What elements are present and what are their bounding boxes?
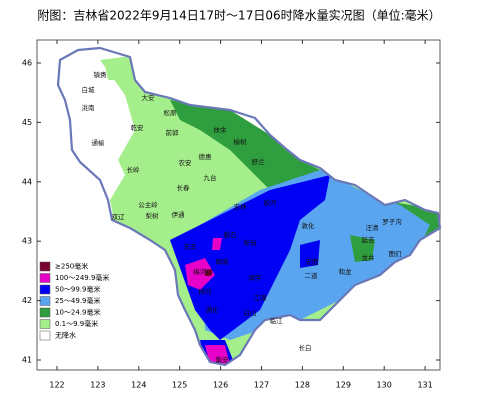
place-name: 蛟河 — [264, 198, 278, 207]
place-name: 前郭 — [166, 128, 180, 137]
place-name: 白山 — [244, 308, 257, 317]
place-name: 吉林 — [234, 202, 248, 211]
legend-label: 25～49.9毫米 — [55, 296, 101, 305]
lat-label: 44 — [22, 177, 32, 186]
place-name: 松原 — [164, 108, 178, 117]
place-name: 东丰 — [184, 242, 198, 251]
place-name: 图们 — [389, 249, 402, 258]
legend-swatch — [39, 273, 51, 283]
legend-swatch — [39, 284, 51, 295]
place-name: 梅河口 — [193, 267, 213, 276]
place-name: 白城 — [82, 85, 96, 94]
place-name: 长春 — [177, 183, 191, 192]
lat-label: 46 — [22, 59, 32, 68]
legend-swatch — [39, 307, 51, 318]
lat-label: 43 — [22, 237, 32, 246]
lat-label: 42 — [22, 296, 32, 305]
place-name: 德惠 — [199, 152, 213, 161]
place-name: 九台 — [204, 173, 217, 182]
place-name: 汪清 — [366, 223, 380, 232]
place-name: 桦甸 — [244, 238, 257, 247]
rain-zone — [205, 270, 212, 276]
rain-zone — [205, 345, 230, 365]
rain-zone — [185, 258, 215, 290]
legend-label: 无降水 — [55, 331, 76, 340]
place-name: 梨树 — [146, 211, 160, 220]
place-name: 罗子沟 — [382, 217, 402, 226]
place-name: 延吉 — [362, 235, 376, 244]
lat-label: 45 — [22, 118, 32, 127]
lon-label: 126 — [213, 381, 228, 390]
place-name: 榆树 — [234, 137, 248, 146]
place-name: 乾安 — [131, 123, 145, 132]
place-name: 集安 — [216, 355, 230, 364]
place-name: 江源 — [254, 293, 268, 302]
place-name: 和龙 — [339, 267, 353, 276]
place-name: 龙井 — [362, 253, 376, 262]
place-name: 镇赉 — [94, 70, 108, 79]
legend-label: 50～99.9毫米 — [55, 285, 101, 294]
place-name: 长白 — [299, 343, 312, 352]
place-name: 长岭 — [127, 165, 141, 174]
lat-label: 41 — [22, 356, 32, 365]
place-name: 安图 — [306, 257, 319, 266]
rain-zone — [212, 238, 222, 250]
lon-label: 128 — [295, 381, 310, 390]
place-name: 双辽 — [112, 213, 126, 221]
rain-zone — [170, 175, 330, 340]
place-name: 靖宇 — [249, 273, 263, 282]
legend-label: 10～24.9毫米 — [55, 308, 101, 317]
lon-label: 122 — [49, 381, 64, 390]
place-name: 农安 — [179, 158, 193, 167]
legend-swatch — [39, 319, 51, 329]
place-name: 辉南 — [216, 257, 230, 266]
legend: ≥250毫米 100～249.9毫米 50～99.9毫米 25～49.9毫米 10～24… — [39, 261, 109, 341]
place-name: 柳河 — [199, 287, 213, 296]
place-name: 磐石 — [224, 230, 238, 239]
map-frame — [36, 39, 441, 371]
place-name: 伊通 — [172, 210, 186, 219]
rain-zone — [300, 240, 320, 268]
lon-label: 131 — [417, 381, 432, 390]
place-name: 通化 — [206, 305, 220, 314]
place-name: 敦化 — [302, 221, 316, 230]
lon-label: 127 — [254, 381, 269, 390]
legend-swatch — [39, 261, 51, 272]
place-name: 公主岭 — [138, 200, 158, 209]
rain-zone — [170, 100, 310, 200]
legend-swatch — [39, 296, 51, 306]
place-name: 大安 — [142, 93, 156, 102]
place-name: 通榆 — [92, 138, 106, 147]
lon-label: 125 — [172, 381, 187, 390]
place-name: 临江 — [270, 316, 284, 325]
map-title: 附图：吉林省2022年9月14日17时～17日06时降水量实况图（单位:毫米） — [37, 8, 440, 23]
lon-label: 123 — [90, 381, 105, 390]
rain-zone — [105, 62, 120, 80]
place-name: 二道 — [305, 271, 319, 280]
place-name: 扶余 — [214, 125, 228, 134]
place-name: 洮南 — [82, 103, 96, 112]
lon-label: 130 — [377, 381, 392, 390]
place-name: 舒兰 — [252, 157, 266, 166]
lon-label: 129 — [336, 381, 351, 390]
rain-zone — [350, 235, 375, 262]
legend-label: ≥250毫米 — [55, 262, 88, 271]
legend-label: 0.1～9.9毫米 — [55, 319, 98, 328]
lon-label: 124 — [131, 381, 146, 390]
legend-label: 100～249.9毫米 — [55, 273, 109, 282]
legend-swatch — [39, 330, 51, 341]
